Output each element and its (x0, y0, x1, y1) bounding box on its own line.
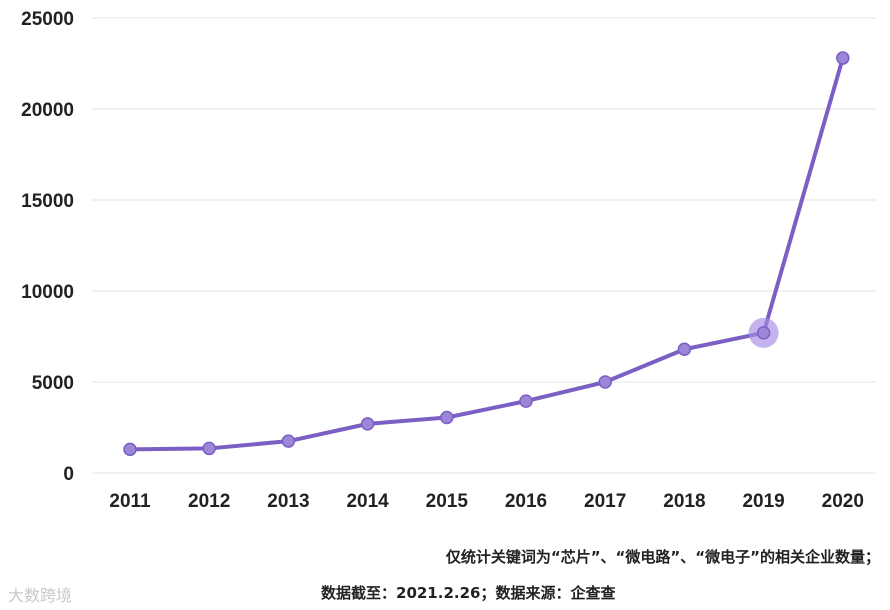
data-point (677, 342, 692, 356)
y-axis-ticks: 0 5000 10000 15000 20000 25000 (21, 9, 74, 485)
data-point (123, 442, 137, 457)
y-tick-label: 5000 (32, 373, 74, 394)
x-tick-label: 2015 (426, 491, 469, 512)
x-tick-label: 2017 (584, 491, 626, 512)
y-tick-label: 25000 (21, 9, 74, 30)
note-scope: 仅统计关键词为“芯片”、“微电路”、“微电子”的相关企业数量； (445, 548, 880, 566)
y-tick-label: 10000 (21, 282, 74, 303)
series-layer (123, 51, 850, 457)
x-tick-label: 2012 (188, 491, 230, 512)
watermark-logo: 大数跨境 (8, 586, 73, 605)
series-line (128, 56, 845, 452)
x-tick-label: 2013 (267, 491, 309, 512)
data-point (598, 375, 612, 389)
x-tick-label: 2011 (109, 491, 151, 512)
data-point (281, 434, 296, 448)
data-point (519, 394, 533, 408)
x-tick-label: 2014 (346, 491, 389, 512)
data-point (756, 326, 771, 340)
x-tick-label: 2018 (663, 491, 705, 512)
y-tick-label: 15000 (21, 191, 74, 212)
note-source: 数据截至：2021.2.26；数据来源：企查查 (321, 584, 616, 602)
y-tick-label: 0 (63, 464, 74, 485)
data-point (202, 441, 216, 456)
data-point (440, 410, 454, 425)
data-point (836, 51, 850, 65)
data-point (360, 417, 375, 431)
x-axis-ticks: 2011 2012 2013 2014 2015 2016 2017 2018 2019 2020 (109, 491, 864, 512)
y-tick-label: 20000 (21, 100, 74, 121)
x-tick-label: 2016 (505, 491, 547, 512)
x-tick-label: 2020 (822, 491, 864, 512)
x-tick-label: 2019 (742, 491, 784, 512)
grid-lines (92, 17, 876, 474)
